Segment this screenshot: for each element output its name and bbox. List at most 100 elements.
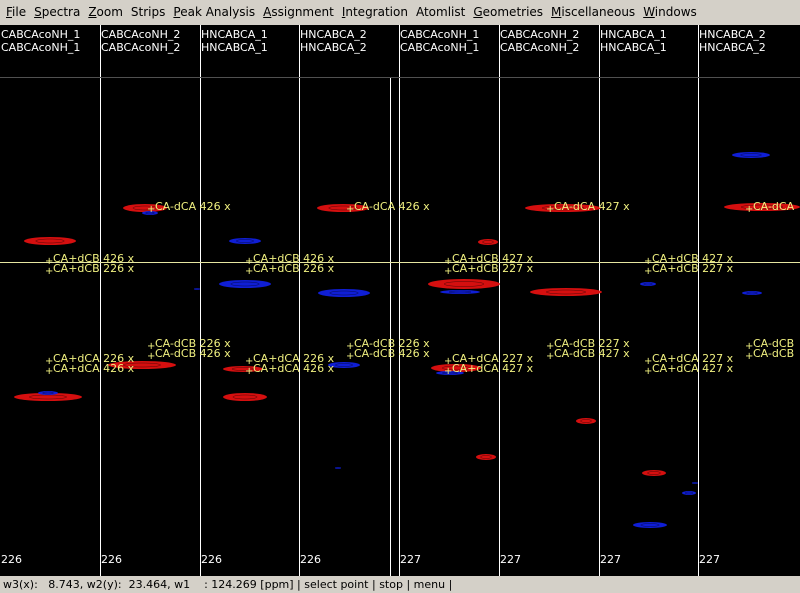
positive-peak[interactable]	[317, 204, 369, 212]
strip-subtitle: CABCAcoNH_2	[101, 41, 180, 54]
strip-canvas[interactable]: CABCAcoNH_1CABCAcoNH_1226CABCAcoNH_2CABC…	[0, 25, 800, 576]
peak-contour	[329, 290, 359, 296]
peak-marker: +	[346, 341, 354, 352]
negative-peak[interactable]	[328, 362, 360, 368]
menu-strips[interactable]: Strips	[127, 5, 169, 19]
strip-residue-number: 226	[201, 553, 222, 566]
peak-marker: +	[245, 356, 253, 367]
peak-label: CA+dCB 227 x	[652, 262, 734, 275]
menu-geometries[interactable]: Geometries	[469, 5, 547, 19]
menu-bar: File Spectra Zoom Strips Peak Analysis Assign…	[0, 0, 800, 24]
negative-peak[interactable]	[229, 238, 261, 244]
positive-peak[interactable]	[428, 279, 500, 289]
peak-label: CA+dCA 426 x	[253, 362, 335, 375]
menu-file[interactable]: File	[0, 5, 30, 19]
negative-peak[interactable]	[219, 280, 271, 288]
peak-contour	[442, 371, 458, 375]
peak-marker: +	[245, 266, 253, 277]
negative-peak[interactable]	[318, 289, 370, 297]
strip-subtitle: HNCABCA_1	[201, 41, 268, 54]
peak-marker: +	[346, 351, 354, 362]
strip-residue-number: 227	[699, 553, 720, 566]
strip-subtitle: CABCAcoNH_2	[500, 41, 579, 54]
unit-label: [ppm]	[260, 578, 294, 591]
menu-spectra[interactable]: Spectra	[30, 5, 84, 19]
peak-marker: +	[644, 356, 652, 367]
positive-peak[interactable]	[431, 364, 481, 372]
peak-label: CA+dCA 426 x	[53, 362, 135, 375]
menu-peak-analysis[interactable]: Peak Analysis	[169, 5, 259, 19]
peak-marker: +	[147, 341, 155, 352]
negative-peak[interactable]	[682, 491, 696, 495]
peak-contour	[230, 281, 260, 287]
negative-peak[interactable]	[440, 290, 480, 294]
menu-atomlist[interactable]: Atomlist	[412, 5, 469, 19]
stop-command[interactable]: stop	[379, 578, 403, 591]
menu-label: iscellaneous	[561, 5, 636, 19]
positive-peak[interactable]	[525, 204, 601, 212]
positive-peak[interactable]	[576, 418, 596, 424]
menu-label: ntegration	[345, 5, 408, 19]
strip-title: CABCAcoNH_2	[101, 28, 180, 41]
w3-label: w3(x):	[3, 578, 38, 591]
peak-label: CA+dCA 427 x	[452, 362, 534, 375]
peak-marker: +	[444, 366, 452, 377]
strip-residue-number: 226	[101, 553, 122, 566]
select-point-mode[interactable]: select point	[304, 578, 369, 591]
positive-peak[interactable]	[476, 454, 496, 460]
negative-peak[interactable]	[633, 522, 667, 528]
strip-subtitle: CABCAcoNH_1	[400, 41, 479, 54]
menu-mnemonic: Z	[88, 5, 97, 19]
peak-marker: +	[245, 366, 253, 377]
w2-label: w2(y):	[86, 578, 122, 591]
menu-miscellaneous[interactable]: Miscellaneous	[547, 5, 639, 19]
menu-zoom[interactable]: Zoom	[84, 5, 127, 19]
peak-label: CA+dCB 427 x	[452, 252, 534, 265]
positive-peak[interactable]	[530, 288, 602, 296]
negative-peak[interactable]	[742, 291, 762, 295]
positive-peak[interactable]	[223, 393, 267, 401]
peak-marker: +	[45, 256, 53, 267]
menu-integration[interactable]: Integration	[338, 5, 412, 19]
positive-peak[interactable]	[724, 203, 800, 211]
positive-peak[interactable]	[123, 204, 167, 212]
negative-peak[interactable]	[732, 152, 770, 158]
positive-peak[interactable]	[108, 361, 176, 369]
menu-mnemonic: A	[263, 5, 272, 19]
peak-label: CA+dCB 426 x	[53, 252, 135, 265]
positive-peak[interactable]	[223, 366, 263, 372]
peak-label: CA+dCB 427 x	[652, 252, 734, 265]
positive-peak[interactable]	[642, 470, 666, 476]
menu-windows[interactable]: Windows	[639, 5, 701, 19]
menu-mnemonic: F	[6, 5, 13, 19]
peak-contour	[643, 282, 653, 286]
peak-marker: +	[644, 266, 652, 277]
positive-peak[interactable]	[478, 239, 498, 245]
menu-label: ssignment	[271, 5, 334, 19]
peak-contour	[746, 291, 758, 295]
peak-label: CA+dCA 226 x	[53, 352, 135, 365]
peak-label: CA-dCB 426 x	[155, 347, 231, 360]
peak-contour	[545, 289, 587, 295]
menu-command[interactable]: menu	[413, 578, 446, 591]
menu-mnemonic: P	[173, 5, 181, 19]
spectrum-strip-display[interactable]: CABCAcoNH_1 CABCAcoNH_1 226 CABCAcoNH_2 CABC…	[0, 25, 800, 576]
menu-label: eak Analysis	[180, 5, 256, 19]
peak-label: CA+dCB 226 x	[53, 262, 135, 275]
peak-contour	[334, 363, 354, 367]
peak-marker: +	[45, 366, 53, 377]
positive-peak[interactable]	[14, 393, 82, 401]
peak-contour	[448, 290, 472, 294]
menu-mnemonic: S	[34, 5, 42, 19]
strip-residue-number: 227	[400, 553, 421, 566]
peak-label: CA+dCB 226 x	[253, 262, 335, 275]
positive-peak[interactable]	[24, 237, 76, 245]
strip-residue-number: 227	[600, 553, 621, 566]
strip-residue-number: 226	[1, 553, 22, 566]
negative-peak[interactable]	[436, 371, 464, 375]
negative-peak[interactable]	[142, 211, 158, 215]
negative-peak[interactable]	[640, 282, 656, 286]
menu-assignment[interactable]: Assignment	[259, 5, 338, 19]
status-bar: w3(x): 8.743, w2(y): 23.464, w1 : 124.26…	[0, 576, 800, 593]
negative-peak[interactable]	[38, 391, 58, 395]
